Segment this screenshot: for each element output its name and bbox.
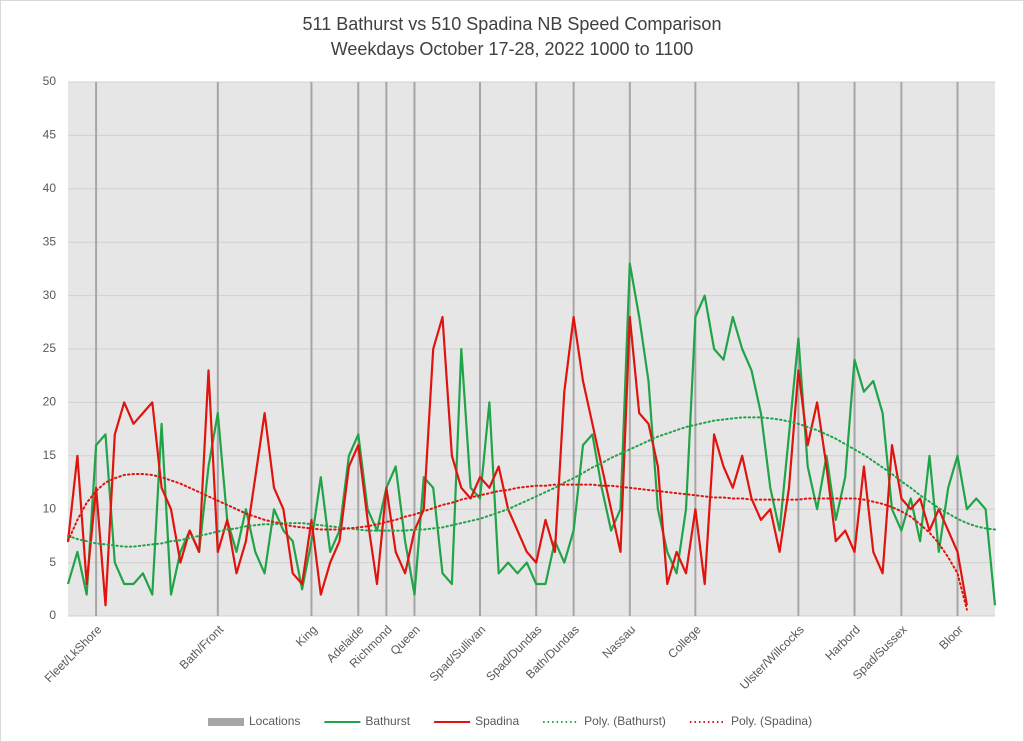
location-bar [956,82,959,616]
location-bar [900,82,903,616]
legend-label: Poly. (Spadina) [731,714,812,728]
y-tick-label: 40 [43,181,57,195]
y-tick-label: 35 [43,234,57,248]
y-tick-label: 10 [43,501,57,515]
legend-item: Bathurst [324,714,411,728]
y-tick-label: 50 [43,74,57,88]
location-bar [535,82,538,616]
legend-item: Locations [208,714,300,728]
trend-line [67,473,968,611]
legend-label: Spadina [475,714,519,728]
y-tick-label: 20 [43,395,57,409]
legend-item: Poly. (Spadina) [689,714,812,728]
location-bar [413,82,416,616]
legend-item: Spadina [434,714,519,728]
legend-item: Poly. (Bathurst) [543,714,666,728]
y-tick-label: 25 [43,341,57,355]
series-line [66,315,968,607]
legend-label: Locations [249,714,300,728]
legend-swatch [208,718,244,726]
location-bar [310,82,313,616]
location-bar [216,82,219,616]
y-tick-label: 15 [43,448,57,462]
y-tick-label: 0 [49,608,56,622]
y-tick-label: 30 [43,288,57,302]
legend: Locations Bathurst Spadina Poly. (Bathurst)… [208,714,812,728]
legend-label: Poly. (Bathurst) [584,714,666,728]
location-bar [694,82,697,616]
legend-label: Bathurst [365,714,410,728]
chart-subtitle: Weekdays October 17-28, 2022 1000 to 110… [331,39,694,59]
location-bar [628,82,631,616]
trend-line [67,416,996,548]
y-tick-label: 5 [49,555,56,569]
location-bar [479,82,481,616]
location-bar [95,82,98,616]
location-bar [572,82,575,616]
location-bar [357,82,360,616]
chart-title: 511 Bathurst vs 510 Spadina NB Speed Com… [303,14,722,34]
location-bar [853,82,856,616]
location-bar [385,82,388,616]
y-tick-label: 45 [43,128,57,142]
